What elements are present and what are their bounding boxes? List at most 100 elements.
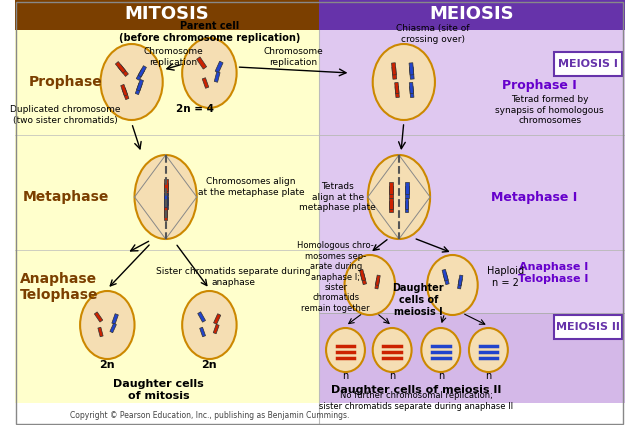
Polygon shape xyxy=(442,269,448,281)
Polygon shape xyxy=(98,327,103,337)
Text: Homologous chro-
mosomes sep-
arate during
anaphase I;
sister
chromatids
remain : Homologous chro- mosomes sep- arate duri… xyxy=(297,241,374,313)
Ellipse shape xyxy=(368,155,430,239)
Polygon shape xyxy=(389,201,393,212)
Ellipse shape xyxy=(427,255,478,315)
Polygon shape xyxy=(391,63,396,75)
Text: n: n xyxy=(485,371,492,381)
Polygon shape xyxy=(197,57,207,69)
Polygon shape xyxy=(409,63,414,75)
Text: Duplicated chromosome
(two sister chromatids): Duplicated chromosome (two sister chroma… xyxy=(10,105,121,125)
Polygon shape xyxy=(361,273,367,285)
Polygon shape xyxy=(375,278,380,289)
Text: Parent cell
(before chromosome replication): Parent cell (before chromosome replicati… xyxy=(119,21,300,43)
Text: Tetrads
align at the
metaphase plate: Tetrads align at the metaphase plate xyxy=(299,182,376,212)
Polygon shape xyxy=(394,82,399,94)
Polygon shape xyxy=(395,86,399,98)
FancyBboxPatch shape xyxy=(554,52,621,76)
Ellipse shape xyxy=(372,44,435,120)
Text: Metaphase I: Metaphase I xyxy=(490,190,577,204)
Polygon shape xyxy=(199,327,206,337)
Polygon shape xyxy=(137,79,144,91)
Polygon shape xyxy=(115,62,126,73)
Polygon shape xyxy=(203,78,209,88)
Polygon shape xyxy=(136,69,145,80)
Polygon shape xyxy=(405,186,409,198)
FancyBboxPatch shape xyxy=(319,25,624,135)
Ellipse shape xyxy=(100,44,163,120)
FancyBboxPatch shape xyxy=(319,135,624,250)
FancyBboxPatch shape xyxy=(554,315,621,339)
Polygon shape xyxy=(164,210,167,221)
Text: Prophase I: Prophase I xyxy=(502,79,577,91)
Polygon shape xyxy=(409,67,414,79)
Text: n: n xyxy=(438,371,444,381)
Text: Chromosome
replication: Chromosome replication xyxy=(263,47,323,67)
Ellipse shape xyxy=(182,291,236,359)
Ellipse shape xyxy=(326,328,365,372)
Polygon shape xyxy=(405,198,408,209)
Polygon shape xyxy=(458,275,463,286)
Text: Chromosome
replication: Chromosome replication xyxy=(144,47,203,67)
Polygon shape xyxy=(164,193,167,204)
FancyBboxPatch shape xyxy=(319,0,624,30)
Polygon shape xyxy=(164,206,167,217)
Text: 2n: 2n xyxy=(201,360,217,370)
Ellipse shape xyxy=(344,255,395,315)
Text: MEIOSIS II: MEIOSIS II xyxy=(556,322,619,332)
Polygon shape xyxy=(389,198,393,209)
Polygon shape xyxy=(95,312,103,322)
Ellipse shape xyxy=(135,155,197,239)
Polygon shape xyxy=(164,197,167,209)
Text: 2n: 2n xyxy=(100,360,115,370)
Text: n: n xyxy=(342,371,349,381)
FancyBboxPatch shape xyxy=(319,250,624,313)
Text: No further chromosomal replication;
sister chromatids separate during anaphase I: No further chromosomal replication; sist… xyxy=(319,391,514,411)
Text: Daughter cells of meiosis II: Daughter cells of meiosis II xyxy=(331,385,502,395)
Polygon shape xyxy=(213,324,219,334)
Text: Metaphase: Metaphase xyxy=(23,190,108,204)
FancyBboxPatch shape xyxy=(15,25,319,135)
FancyBboxPatch shape xyxy=(15,0,319,30)
Text: Daughter
cells of
meiosis I: Daughter cells of meiosis I xyxy=(393,283,444,317)
Text: MEIOSIS: MEIOSIS xyxy=(429,5,514,23)
Ellipse shape xyxy=(469,328,508,372)
Polygon shape xyxy=(405,201,408,212)
Polygon shape xyxy=(122,88,129,99)
Text: MITOSIS: MITOSIS xyxy=(124,5,209,23)
Polygon shape xyxy=(389,182,393,194)
Polygon shape xyxy=(389,186,393,198)
Text: Haploid
n = 2: Haploid n = 2 xyxy=(487,266,524,288)
Polygon shape xyxy=(121,85,128,96)
Polygon shape xyxy=(135,83,142,95)
Polygon shape xyxy=(409,82,414,94)
Polygon shape xyxy=(164,193,167,205)
Text: Prophase: Prophase xyxy=(29,75,102,89)
Polygon shape xyxy=(164,183,167,195)
Ellipse shape xyxy=(182,38,236,108)
Text: MEIOSIS I: MEIOSIS I xyxy=(557,59,618,69)
Text: 2n = 4: 2n = 4 xyxy=(176,104,214,114)
Polygon shape xyxy=(458,278,462,289)
Text: Copyright © Pearson Education, Inc., publishing as Benjamin Cummings.: Copyright © Pearson Education, Inc., pub… xyxy=(70,411,349,419)
FancyBboxPatch shape xyxy=(319,313,624,403)
Polygon shape xyxy=(164,196,167,207)
Text: n: n xyxy=(389,371,395,381)
Ellipse shape xyxy=(421,328,460,372)
Ellipse shape xyxy=(372,328,411,372)
Text: Tetrad formed by
synapsis of homologous
chromosomes: Tetrad formed by synapsis of homologous … xyxy=(495,95,604,125)
Text: Anaphase
Telophase: Anaphase Telophase xyxy=(19,272,98,302)
Polygon shape xyxy=(214,72,220,82)
Polygon shape xyxy=(118,65,129,76)
Text: Chromosomes align
at the metaphase plate: Chromosomes align at the metaphase plate xyxy=(198,177,305,197)
Polygon shape xyxy=(392,67,397,79)
Polygon shape xyxy=(138,66,147,77)
FancyBboxPatch shape xyxy=(15,135,319,250)
Text: Anaphase I
Telophase I: Anaphase I Telophase I xyxy=(518,262,589,284)
Text: Chiasma (site of
crossing over): Chiasma (site of crossing over) xyxy=(396,24,470,44)
Polygon shape xyxy=(376,275,380,286)
Polygon shape xyxy=(214,314,221,324)
Polygon shape xyxy=(359,269,366,281)
Polygon shape xyxy=(409,86,414,98)
FancyBboxPatch shape xyxy=(15,250,319,403)
Polygon shape xyxy=(443,273,449,285)
